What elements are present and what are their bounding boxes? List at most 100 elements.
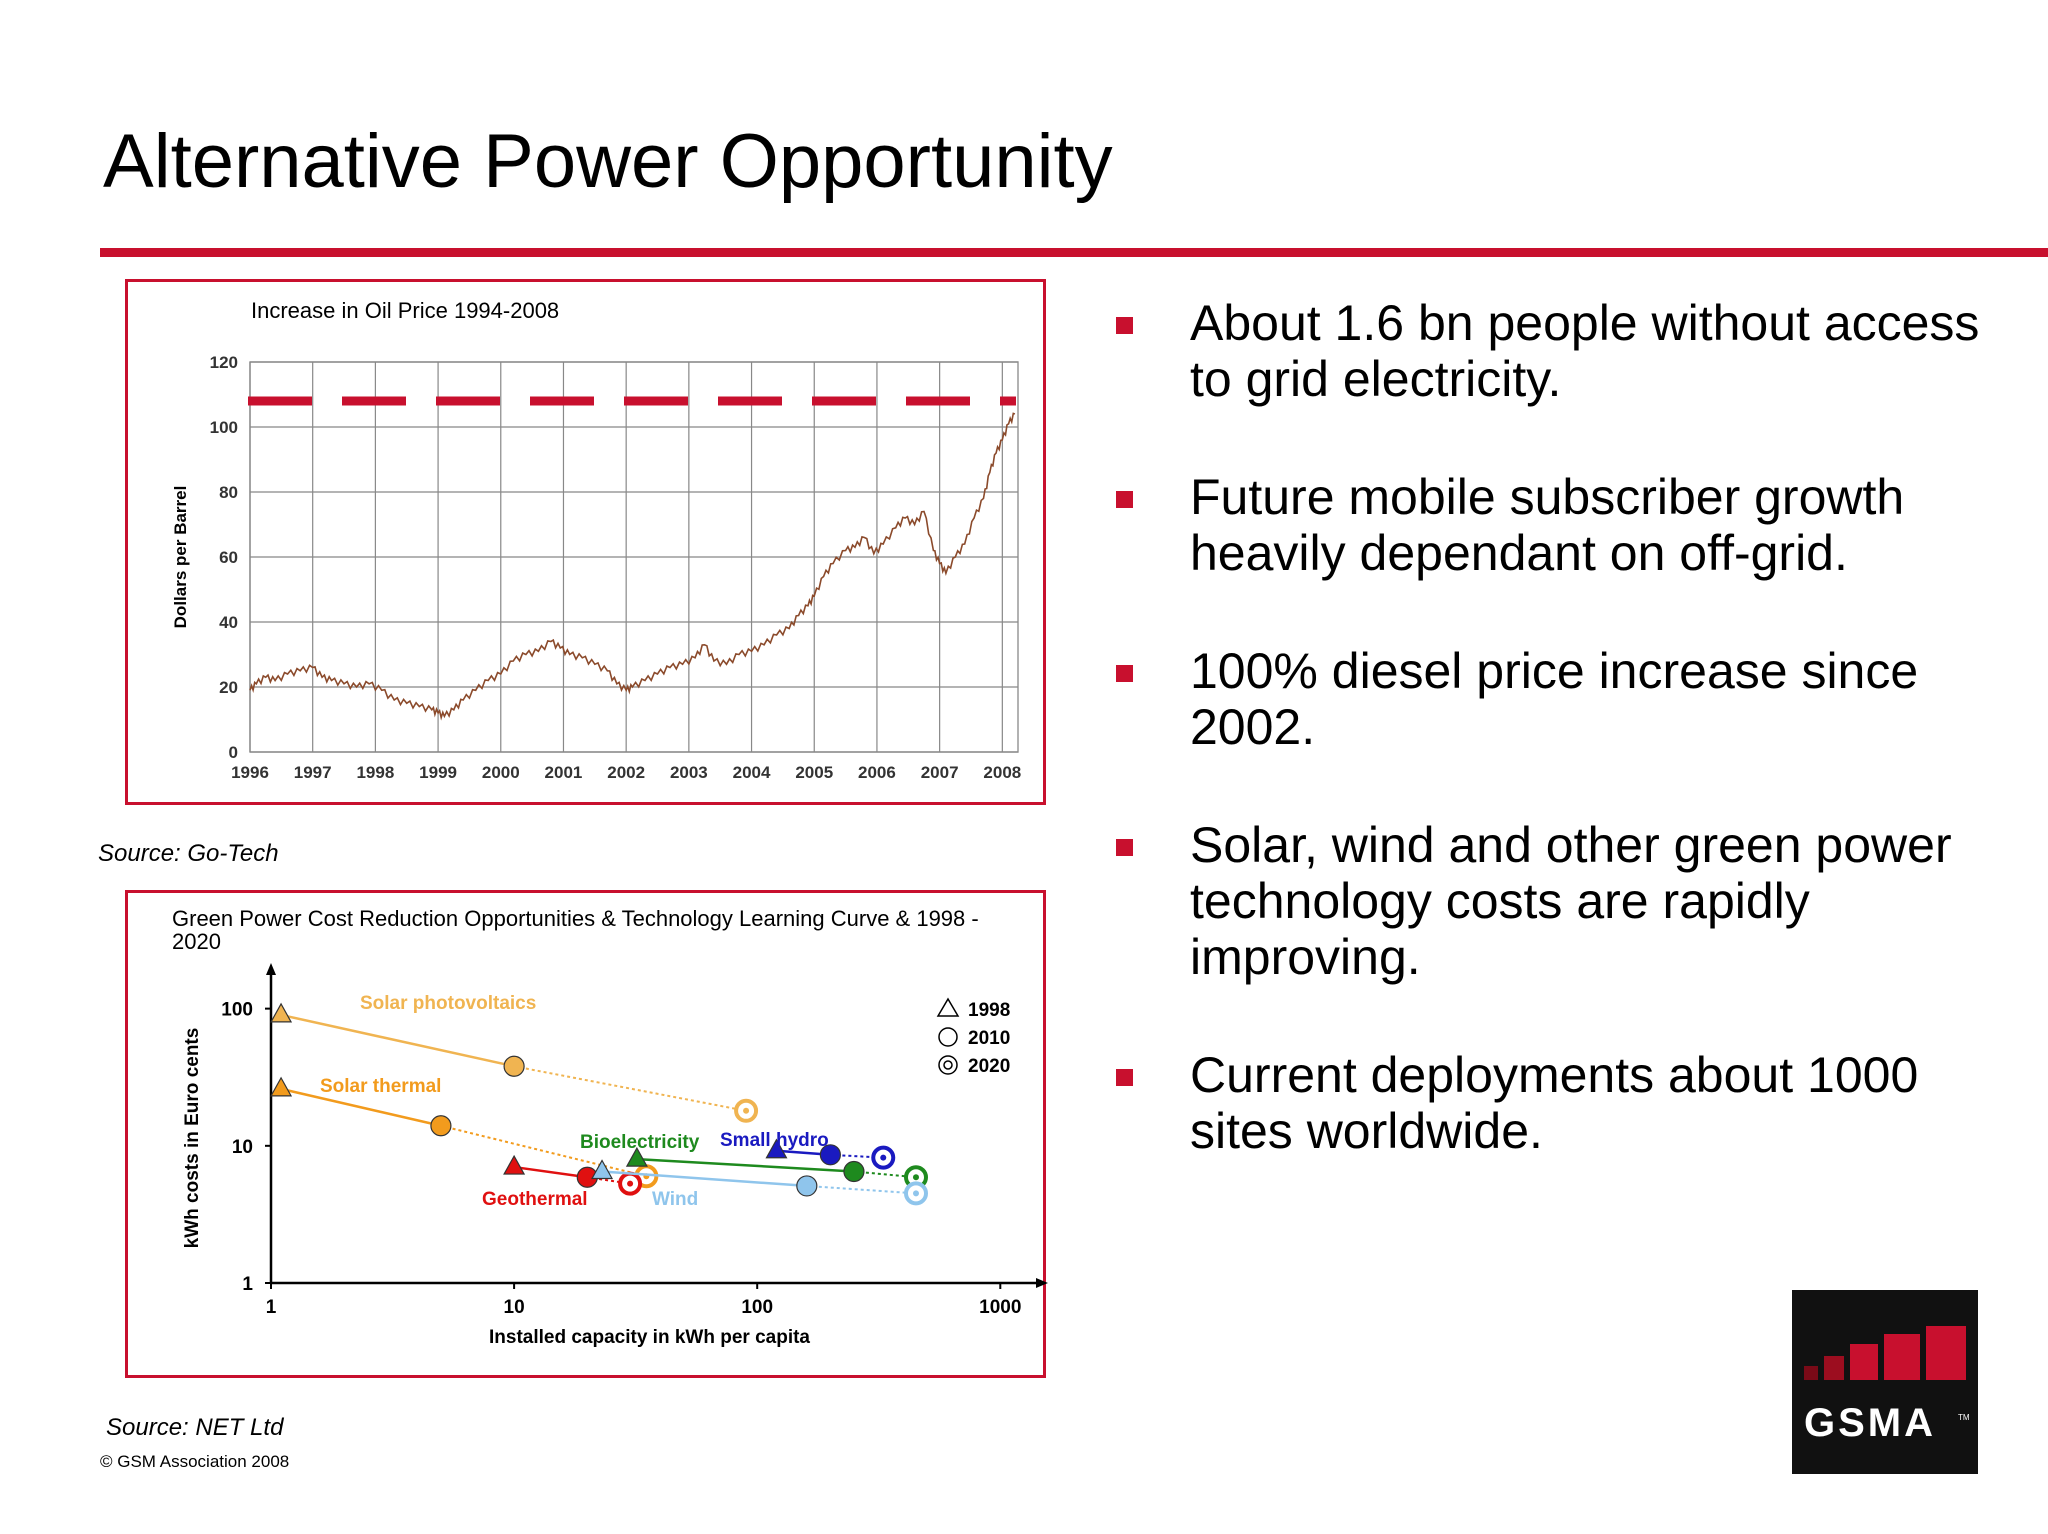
- bullet-item: Current deployments about 1000 sites wor…: [1110, 1047, 2010, 1159]
- solar-thermal-series-label: Solar thermal: [320, 1076, 441, 1097]
- x-tick-label: 2003: [670, 763, 708, 782]
- wind-circle-marker: [796, 1175, 818, 1197]
- small-hydro-series-label: Small hydro: [720, 1130, 829, 1151]
- y-tick-label: 40: [219, 613, 238, 632]
- oil-price-chart-panel: Increase in Oil Price 1994-2008 0 20 40 60 80…: [125, 279, 1046, 805]
- source-top: Source: Go-Tech: [98, 840, 279, 867]
- solar-thermal-dotted-segment: [440, 1124, 647, 1178]
- solar-photovoltaics-series-label: Solar photovoltaics: [360, 993, 536, 1014]
- wind-dotted-segment: [806, 1184, 917, 1195]
- legend-ring-icon: [938, 1055, 958, 1075]
- x-axis-arrow-icon: [1036, 1278, 1048, 1288]
- x-tick-label: 2008: [983, 763, 1021, 782]
- wind-series-label: Wind: [652, 1189, 698, 1210]
- x-tick-label: 1998: [356, 763, 394, 782]
- x-tick-label: 100: [741, 1297, 773, 1318]
- bioelectricity-dotted-segment: [853, 1170, 917, 1179]
- geothermal-ring-marker-center: [627, 1180, 634, 1187]
- bullet-item: Future mobile subscriber growth heavily …: [1110, 469, 2010, 581]
- chart-title: Green Power Cost Reduction Opportunities…: [172, 906, 979, 931]
- y-tick-label: 20: [219, 678, 238, 697]
- bullet-square-icon: [1116, 839, 1133, 856]
- wind-ring-marker-center: [912, 1190, 919, 1197]
- bullet-text: About 1.6 bn people without access to gr…: [1190, 295, 1980, 407]
- bullet-text: Solar, wind and other green power techno…: [1190, 817, 1952, 985]
- slide-title: Alternative Power Opportunity: [103, 119, 1113, 204]
- bioelectricity-circle-marker: [843, 1160, 865, 1183]
- bioelectricity-ring-marker-center: [912, 1174, 919, 1181]
- small-hydro-ring-marker-center: [880, 1154, 887, 1161]
- y-tick-label: 120: [210, 353, 238, 372]
- solar-photovoltaics-circle-marker: [503, 1055, 525, 1077]
- legend-label: 2020: [968, 1056, 1010, 1077]
- bullet-square-icon: [1116, 491, 1133, 508]
- solar-photovoltaics-solid-segment: [280, 1013, 515, 1068]
- solar-thermal-solid-segment: [280, 1087, 442, 1127]
- legend-label: 1998: [968, 1000, 1010, 1021]
- small-hydro-triangle-marker: [765, 1138, 788, 1159]
- x-tick-label: 1996: [231, 763, 269, 782]
- legend-label: 2010: [968, 1028, 1010, 1049]
- bullet-square-icon: [1116, 1069, 1133, 1086]
- solar-photovoltaics-ring-marker-center: [743, 1107, 750, 1114]
- wind-triangle-marker: [591, 1159, 614, 1180]
- legend-circle-icon: [938, 1027, 958, 1047]
- geothermal-series-label: Geothermal: [482, 1189, 588, 1210]
- x-tick-label: 2006: [858, 763, 896, 782]
- y-tick-label: 0: [229, 743, 238, 762]
- y-tick-label: 10: [232, 1137, 253, 1158]
- source-bottom: Source: NET Ltd: [106, 1414, 284, 1441]
- solar-thermal-circle-marker: [430, 1115, 452, 1137]
- x-tick-label: 2000: [482, 763, 520, 782]
- bullet-item: Solar, wind and other green power techno…: [1110, 817, 2010, 985]
- x-tick-label: 2002: [607, 763, 645, 782]
- logo-tm: TM: [1958, 1413, 1970, 1422]
- bullet-list: About 1.6 bn people without access to gr…: [1110, 295, 2010, 1221]
- logo-text: GSMA: [1804, 1401, 1936, 1445]
- x-tick-label: 2001: [545, 763, 583, 782]
- title-divider: [100, 248, 2048, 257]
- bioelectricity-solid-segment: [636, 1157, 855, 1173]
- wind-solid-segment: [601, 1170, 807, 1188]
- solar-photovoltaics-dotted-segment: [513, 1065, 747, 1112]
- copyright: © GSM Association 2008: [100, 1452, 290, 1471]
- x-tick-label: 1999: [419, 763, 457, 782]
- x-tick-label: 1: [266, 1297, 277, 1318]
- geothermal-triangle-marker: [503, 1154, 526, 1175]
- bullet-item: 100% diesel price increase since 2002.: [1110, 643, 2010, 755]
- bullet-text: Current deployments about 1000 sites wor…: [1190, 1047, 1919, 1159]
- oil-price-chart: Increase in Oil Price 1994-2008 0 20 40 60 80…: [171, 298, 1021, 782]
- y-tick-label: 60: [219, 548, 238, 567]
- bioelectricity-triangle-marker: [625, 1146, 648, 1167]
- y-axis-arrow-icon: [266, 963, 276, 975]
- chart-title: 2020: [172, 929, 221, 954]
- y-axis-label: kWh costs in Euro cents: [182, 1028, 203, 1249]
- geothermal-solid-segment: [513, 1165, 588, 1179]
- solar-thermal-triangle-marker: [270, 1076, 293, 1097]
- bullet-square-icon: [1116, 665, 1133, 682]
- y-axis-label: Dollars per Barrel: [171, 486, 190, 629]
- gsma-logo: GSMA TM: [1792, 1290, 1978, 1474]
- green-power-chart: Green Power Cost Reduction Opportunities…: [172, 906, 1048, 1348]
- green-power-chart-panel: Green Power Cost Reduction Opportunities…: [125, 890, 1048, 1378]
- solar-photovoltaics-triangle-marker: [270, 1002, 293, 1023]
- x-tick-label: 10: [504, 1297, 525, 1318]
- legend-triangle-icon: [936, 997, 960, 1017]
- x-tick-label: 2007: [921, 763, 959, 782]
- bullet-item: About 1.6 bn people without access to gr…: [1110, 295, 2010, 407]
- chart-title: Increase in Oil Price 1994-2008: [251, 298, 559, 323]
- x-axis-label: Installed capacity in kWh per capita: [489, 1327, 810, 1348]
- legend-ring-icon-inner: [943, 1060, 953, 1070]
- bioelectricity-series-label: Bioelectricity: [580, 1132, 700, 1153]
- bullet-text: 100% diesel price increase since 2002.: [1190, 643, 1919, 755]
- x-tick-label: 2004: [733, 763, 771, 782]
- y-tick-label: 80: [219, 483, 238, 502]
- y-tick-label: 100: [210, 418, 238, 437]
- bullet-text: Future mobile subscriber growth heavily …: [1190, 469, 1905, 581]
- small-hydro-circle-marker: [819, 1144, 841, 1166]
- y-tick-label: 100: [221, 1000, 253, 1021]
- x-tick-label: 1000: [979, 1297, 1021, 1318]
- x-tick-label: 2005: [795, 763, 833, 782]
- x-tick-label: 1997: [294, 763, 332, 782]
- oil-price-line: [249, 412, 1016, 721]
